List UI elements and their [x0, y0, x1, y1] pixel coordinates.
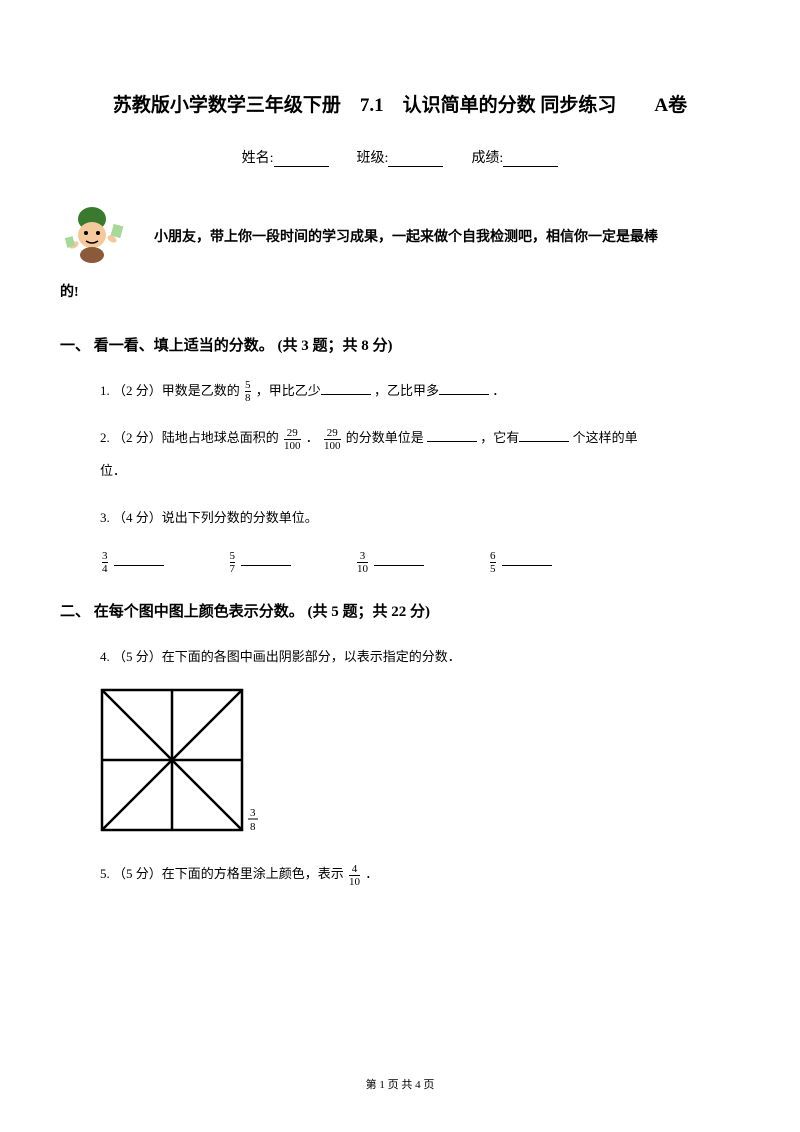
q1-blank1[interactable]	[321, 383, 371, 395]
class-blank[interactable]	[388, 153, 443, 167]
class-label: 班级:	[357, 151, 389, 166]
q3-blank-2[interactable]	[374, 554, 424, 566]
q3-blank-3[interactable]	[502, 554, 552, 566]
q2-fraction1: 29100	[284, 427, 301, 452]
q1-mid1: ，甲比乙少	[256, 383, 321, 398]
name-label: 姓名:	[242, 151, 274, 166]
section-1-header: 一、 看一看、填上适当的分数。 (共 3 题；共 8 分)	[60, 334, 740, 355]
q5-fraction: 410	[349, 863, 360, 888]
question-3: 3. （4 分）说出下列分数的分数单位。	[100, 502, 740, 535]
q5-prefix: 5. （5 分）在下面的方格里涂上颜色，表示	[100, 866, 347, 881]
encourage-text-1: 小朋友，带上你一段时间的学习成果，一起来做个自我检测吧，相信你一定是最棒	[154, 230, 658, 245]
q2-blank2[interactable]	[519, 430, 569, 442]
question-4: 4. （5 分）在下面的各图中画出阴影部分，以表示指定的分数．	[100, 641, 740, 674]
section-2-header: 二、 在每个图中图上颜色表示分数。 (共 5 题；共 22 分)	[60, 600, 740, 621]
q2-mid3: ，它有	[480, 430, 519, 445]
question-5: 5. （5 分）在下面的方格里涂上颜色，表示 410 ．	[100, 858, 740, 891]
q4-diagram: 3 8	[100, 688, 740, 838]
q3-blank-0[interactable]	[114, 554, 164, 566]
page-footer: 第 1 页 共 4 页	[0, 1076, 800, 1092]
question-1: 1. （2 分）甲数是乙数的 58 ，甲比乙少 ，乙比甲多 ．	[100, 375, 740, 408]
mascot-icon	[60, 197, 130, 278]
question-2: 2. （2 分）陆地占地球总面积的 29100 ． 29100 的分数单位是 ，…	[100, 422, 740, 487]
q2-line2: 位．	[60, 455, 740, 488]
q2-blank1[interactable]	[427, 430, 477, 442]
q3-frac-1: 57	[230, 550, 236, 575]
encourage-text-2: 的!	[60, 278, 740, 309]
score-label: 成绩:	[471, 151, 503, 166]
q1-mid2: ，乙比甲多	[374, 383, 439, 398]
svg-text:3: 3	[250, 807, 256, 819]
q3-text: 3. （4 分）说出下列分数的分数单位。	[100, 510, 318, 525]
page-title: 苏教版小学数学三年级下册 7.1 认识简单的分数 同步练习 A卷	[60, 90, 740, 117]
q2-suffix: 个这样的单	[573, 430, 638, 445]
q2-mid2: 的分数单位是	[346, 430, 427, 445]
q2-mid1: ．	[306, 430, 322, 445]
q5-suffix: ．	[365, 866, 378, 881]
q3-items: 34 57 310 65	[100, 550, 740, 575]
encouragement-section: 小朋友，带上你一段时间的学习成果，一起来做个自我检测吧，相信你一定是最棒 的!	[60, 197, 740, 309]
score-blank[interactable]	[503, 153, 558, 167]
q3-frac-0: 34	[102, 550, 108, 575]
student-info-line: 姓名: 班级: 成绩:	[60, 147, 740, 167]
q4-text: 4. （5 分）在下面的各图中画出阴影部分，以表示指定的分数．	[100, 649, 461, 664]
q1-suffix: ．	[492, 383, 505, 398]
q3-blank-1[interactable]	[241, 554, 291, 566]
q1-prefix: 1. （2 分）甲数是乙数的	[100, 383, 243, 398]
svg-text:8: 8	[250, 821, 256, 833]
q1-fraction: 58	[245, 379, 251, 404]
q1-blank2[interactable]	[439, 383, 489, 395]
q2-prefix: 2. （2 分）陆地占地球总面积的	[100, 430, 282, 445]
q3-frac-2: 310	[357, 550, 368, 575]
q2-fraction2: 29100	[324, 427, 341, 452]
name-blank[interactable]	[274, 153, 329, 167]
q3-frac-3: 65	[490, 550, 496, 575]
